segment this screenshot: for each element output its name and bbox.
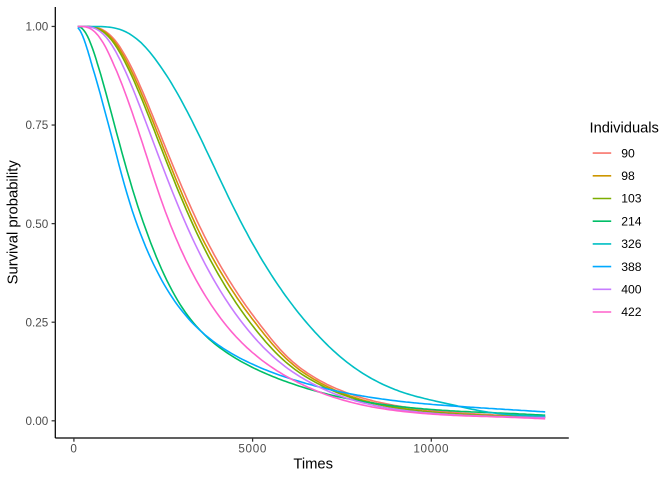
svg-text:90: 90 xyxy=(621,146,635,160)
svg-text:422: 422 xyxy=(621,305,642,319)
svg-text:98: 98 xyxy=(621,169,635,183)
svg-text:326: 326 xyxy=(621,237,642,251)
svg-text:0.25: 0.25 xyxy=(26,316,49,329)
svg-text:103: 103 xyxy=(621,192,642,206)
svg-text:Survival probability: Survival probability xyxy=(6,160,22,285)
svg-text:10000: 10000 xyxy=(413,442,449,455)
svg-text:0.50: 0.50 xyxy=(26,218,49,231)
svg-text:0.75: 0.75 xyxy=(26,119,49,132)
svg-text:214: 214 xyxy=(621,214,642,228)
svg-text:0: 0 xyxy=(70,442,77,455)
svg-text:1.00: 1.00 xyxy=(26,21,49,34)
svg-text:400: 400 xyxy=(621,283,642,297)
svg-text:388: 388 xyxy=(621,260,642,274)
svg-text:0.00: 0.00 xyxy=(26,415,49,428)
svg-text:5000: 5000 xyxy=(238,442,267,455)
svg-text:Times: Times xyxy=(293,457,333,473)
svg-text:Individuals: Individuals xyxy=(590,121,659,137)
